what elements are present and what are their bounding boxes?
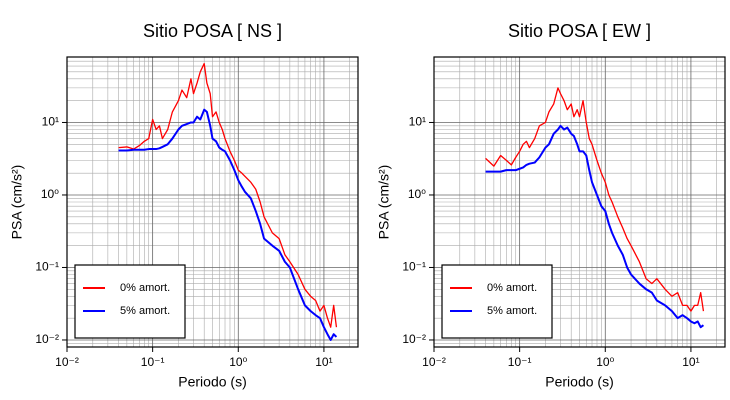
legend-label: 5% amort.	[120, 305, 170, 317]
x-axis-label: Periodo (s)	[178, 374, 246, 390]
y-axis-label: PSA (cm/s²)	[9, 165, 25, 240]
x-tick-label: 10⁻²	[422, 355, 446, 369]
legend-label: 0% amort.	[487, 282, 537, 294]
y-tick-label: 10⁰	[408, 187, 426, 201]
y-tick-label: 10⁻²	[402, 332, 426, 346]
legend-box	[441, 264, 553, 339]
x-tick-label: 10⁻²	[55, 355, 79, 369]
plot-frame	[66, 56, 359, 348]
y-tick-label: 10⁻¹	[402, 260, 426, 274]
x-tick-label: 10⁰	[596, 355, 614, 369]
y-tick-label: 10⁻¹	[35, 260, 59, 274]
y-tick-label: 10⁰	[41, 187, 59, 201]
y-tick-label: 10¹	[409, 115, 426, 129]
plot-frame	[433, 56, 726, 348]
chart-title: Sitio POSA [ NS ]	[143, 21, 282, 41]
series-line	[485, 87, 705, 312]
legend-label: 5% amort.	[487, 305, 537, 317]
series-line	[118, 62, 338, 328]
series-line	[118, 108, 338, 341]
y-tick-label: 10¹	[42, 115, 59, 129]
legend-box	[74, 264, 186, 339]
x-tick-label: 10⁰	[229, 355, 247, 369]
y-tick-label: 10⁻²	[35, 332, 59, 346]
x-tick-label: 10⁻¹	[141, 355, 165, 369]
y-axis-label: PSA (cm/s²)	[376, 165, 392, 240]
x-axis-label: Periodo (s)	[545, 374, 613, 390]
series-line	[485, 124, 705, 329]
x-tick-label: 10⁻¹	[508, 355, 532, 369]
legend-label: 0% amort.	[120, 282, 170, 294]
x-tick-label: 10¹	[682, 355, 699, 369]
chart-title: Sitio POSA [ EW ]	[508, 21, 651, 41]
x-tick-label: 10¹	[315, 355, 332, 369]
